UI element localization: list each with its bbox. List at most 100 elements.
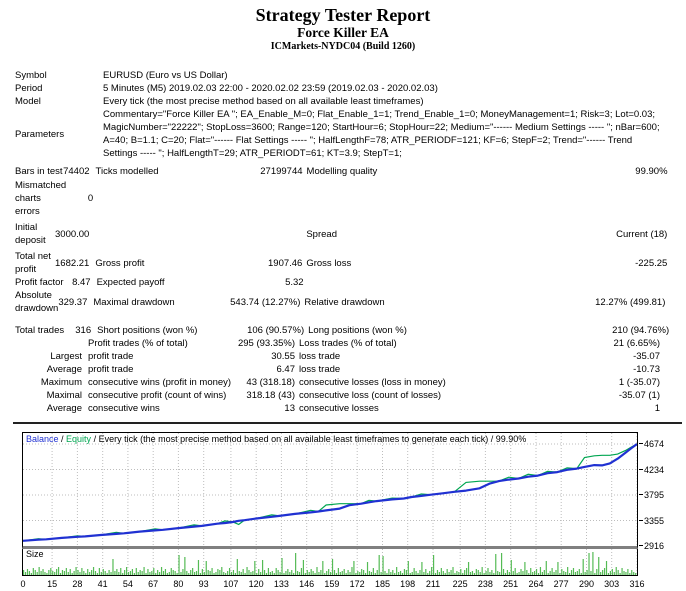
size-bar <box>401 573 404 575</box>
stat-value: 12.27% (499.81) <box>595 296 666 308</box>
size-bar <box>578 569 580 575</box>
stat-value: 43 (318.18) <box>246 377 295 388</box>
size-bar <box>497 571 499 575</box>
size-bar <box>252 571 254 575</box>
size-bar <box>89 572 91 575</box>
size-bar <box>386 573 388 575</box>
size-bar <box>368 571 371 575</box>
stat-label: Maximal drawdown <box>93 296 175 308</box>
stat-label: Bars in test <box>15 166 63 177</box>
stat-value: -35.07 <box>633 351 660 362</box>
stat-group-label: Maximum <box>40 377 82 388</box>
size-bar <box>421 562 423 575</box>
size-bar <box>409 573 411 575</box>
size-bar <box>159 572 161 575</box>
size-bar <box>295 553 297 575</box>
stat-value: 318.18 (43) <box>246 390 295 401</box>
size-bar <box>184 557 186 575</box>
size-bar <box>341 571 343 575</box>
stat-label: Profit trades (% of total) <box>88 338 188 349</box>
stat-value: -10.73 <box>633 364 660 375</box>
size-bar <box>592 552 594 575</box>
size-bar <box>203 572 205 575</box>
size-bar <box>547 573 549 575</box>
size-bar <box>534 571 536 575</box>
size-bar <box>621 568 623 575</box>
x-axis-label: 198 <box>400 579 416 589</box>
legend-method: Every tick (the most precise method base… <box>98 434 489 444</box>
section-divider <box>13 422 682 424</box>
size-bar <box>77 570 79 575</box>
size-bar <box>485 571 487 575</box>
size-bar <box>287 569 289 575</box>
size-bar <box>434 573 437 575</box>
stat-value: 21 (6.65%) <box>613 338 660 349</box>
size-bar <box>337 568 339 575</box>
size-bar <box>392 570 394 575</box>
report-header: Strategy Tester Report Force Killer EA I… <box>0 5 686 53</box>
stat-label: Profit factor <box>15 277 64 288</box>
stat-label: Gross loss <box>306 257 352 269</box>
size-bar <box>343 569 345 575</box>
table-row: Bars in test 74402 Ticks modelled 27199744 M… <box>15 165 668 178</box>
size-bar <box>467 562 470 575</box>
size-bar <box>567 567 569 575</box>
x-axis-label: 54 <box>122 579 133 589</box>
stat-label: Long positions (won %) <box>308 325 407 336</box>
stat-group-label: Maximal <box>46 390 82 401</box>
stat-label: Loss trades (% of total) <box>299 338 397 349</box>
size-bar <box>176 573 178 575</box>
size-bar <box>207 570 209 575</box>
size-bar <box>349 572 351 575</box>
y-axis-label: 3795 <box>638 490 665 500</box>
size-bar <box>289 572 291 575</box>
size-bar <box>46 573 48 575</box>
stat-value: 99.90% <box>635 166 668 177</box>
x-axis-label: 225 <box>452 579 468 589</box>
stat-value: 543.74 (12.27%) <box>230 296 301 308</box>
size-bar <box>487 568 489 575</box>
size-bar <box>91 570 93 575</box>
size-bar <box>328 569 330 575</box>
stat-label: Mismatched charts errors <box>15 180 67 217</box>
page-title: Strategy Tester Report <box>255 5 431 25</box>
x-axis-label: 93 <box>198 579 209 589</box>
size-bar <box>594 573 596 575</box>
size-bar <box>223 572 225 575</box>
stat-label: consecutive losses <box>299 403 379 414</box>
stat-label: consecutive losses (loss in money) <box>299 377 446 388</box>
stat-label: Modelling quality <box>306 166 378 177</box>
ea-name: Force Killer EA <box>297 25 389 40</box>
size-bar <box>188 573 190 575</box>
stat-value: 6.47 <box>276 364 296 375</box>
size-bar <box>312 571 314 575</box>
size-bar <box>250 572 252 575</box>
parameters-value: Commentary="Force Killer EA "; EA_Enable… <box>103 109 660 159</box>
period-row: Period 5 Minutes (M5) 2019.02.03 22:00 -… <box>15 82 675 95</box>
stat-label: consecutive wins (profit in money) <box>88 377 232 388</box>
stat-value: Current (18) <box>616 228 668 240</box>
size-bar <box>302 560 304 575</box>
size-bar <box>108 570 110 575</box>
stat-mid-cell: profit trade 6.47 <box>88 363 295 376</box>
size-bar <box>429 571 431 575</box>
stat-value: 3000.00 <box>55 228 90 240</box>
stat-mid-cell: consecutive wins 13 <box>88 402 295 415</box>
size-bar <box>106 573 108 575</box>
legend-sep1: / <box>58 434 67 444</box>
table-row: Profit trades (% of total) 295 (93.35%) Lo… <box>15 337 660 350</box>
size-bar <box>530 568 532 575</box>
stat-group-label: Largest <box>50 351 82 362</box>
size-bar <box>417 573 419 575</box>
stat-label: Gross profit <box>95 257 145 269</box>
stat-label: Expected payoff <box>96 277 165 288</box>
size-bar <box>54 572 56 575</box>
size-bar <box>524 562 526 575</box>
size-bar <box>291 570 293 575</box>
size-bar <box>522 571 524 575</box>
stat-value: 1682.21 <box>55 257 90 269</box>
size-bar <box>570 570 573 575</box>
size-bar <box>528 573 530 575</box>
size-bar <box>316 567 318 575</box>
size-bar <box>635 573 637 575</box>
